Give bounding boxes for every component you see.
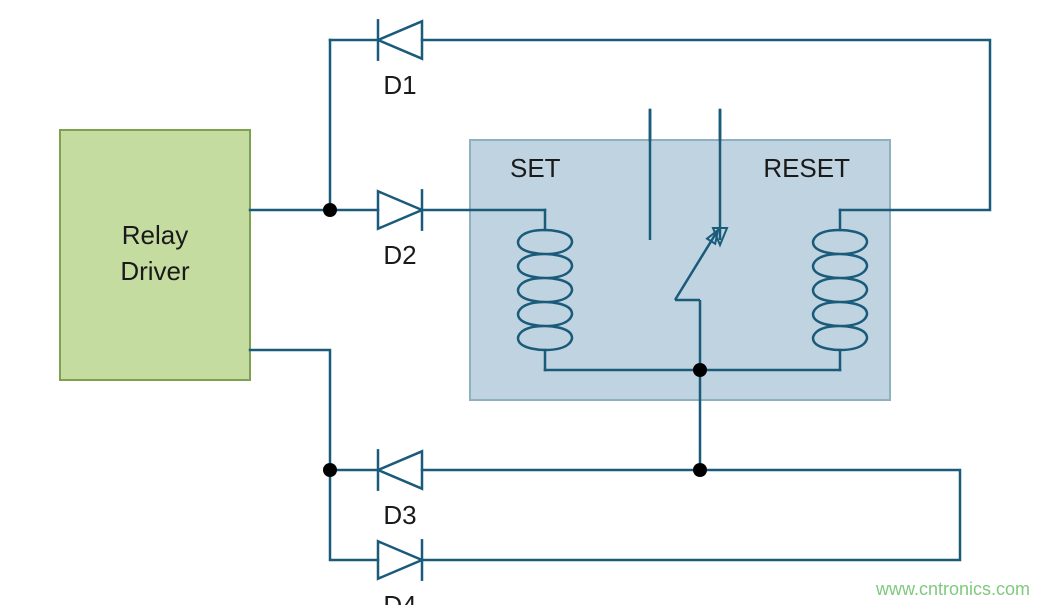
diode-d2: [378, 189, 422, 231]
diode-d4: [378, 539, 422, 581]
relay-driver-label-1: Relay: [122, 220, 188, 250]
reset-label: RESET: [763, 153, 850, 183]
diode-d1: [378, 19, 422, 61]
diode-label-d4: D4: [383, 590, 416, 605]
set-label: SET: [510, 153, 561, 183]
relay-driver-label-2: Driver: [120, 256, 190, 286]
diode-label-d3: D3: [383, 500, 416, 530]
diode-label-d2: D2: [383, 240, 416, 270]
watermark: www.cntronics.com: [875, 579, 1030, 599]
diode-d3: [378, 449, 422, 491]
diode-label-d1: D1: [383, 70, 416, 100]
